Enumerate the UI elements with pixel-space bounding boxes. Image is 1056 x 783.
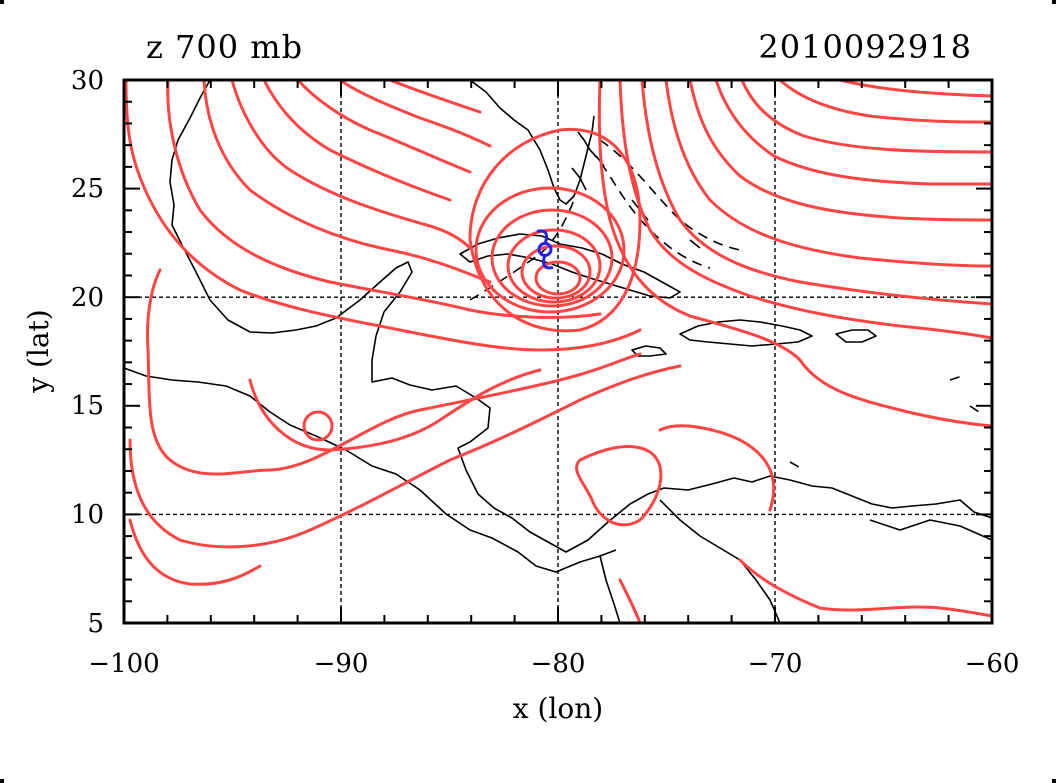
y-tick-labels: 5 10 15 20 25 30 <box>71 66 104 639</box>
storm-ring-3 <box>506 228 602 304</box>
x-axis-label: x (lon) <box>513 692 603 725</box>
plot-frame <box>122 78 994 625</box>
contour-sw1 <box>146 268 642 476</box>
contour-e6 <box>714 80 992 186</box>
dashed-contour-2 <box>599 139 741 251</box>
contour-s4 <box>618 578 642 623</box>
grid-lines <box>124 80 992 623</box>
contour-w8 <box>388 80 482 114</box>
coast-puerto-rico <box>835 329 877 343</box>
y-tick-label: 25 <box>71 174 104 204</box>
contour-e1 <box>597 80 992 428</box>
contour-e7 <box>740 80 992 154</box>
y-tick-label: 30 <box>71 66 104 96</box>
contour-e8 <box>778 80 992 124</box>
dashed-contours <box>469 139 983 471</box>
contour-w7 <box>338 80 492 148</box>
contour-sw3 <box>128 518 262 586</box>
contour-e4 <box>664 80 992 268</box>
contour-e5 <box>688 80 992 222</box>
storm-symbol <box>536 229 554 270</box>
y-tick-label: 10 <box>71 500 104 530</box>
coast-florida <box>469 80 595 205</box>
corner-mark-tr <box>1052 0 1056 4</box>
y-axis-label: y (lat) <box>22 309 55 393</box>
coast-caribbean-central-america <box>457 447 992 553</box>
x-tick-label: −100 <box>88 649 159 679</box>
contour-w5 <box>262 80 452 202</box>
contour-gulf-loop <box>248 368 542 452</box>
dashed-contour-3 <box>469 199 575 301</box>
storm-arm-icon <box>536 229 554 270</box>
coastlines <box>124 80 992 623</box>
dashed-contour-1 <box>589 149 711 269</box>
plot-area <box>124 80 992 623</box>
contour-s3 <box>738 558 992 618</box>
storm-contour-6 <box>468 127 642 333</box>
x-tick-label: −70 <box>748 649 803 679</box>
contour-e2 <box>618 80 992 340</box>
storm-ring-5 <box>474 186 626 314</box>
corner-mark-tl <box>0 0 4 4</box>
contour-e3 <box>640 80 992 306</box>
coast-pacific-central-america <box>124 367 617 573</box>
x-tick-label: −60 <box>965 649 1020 679</box>
tick-marks <box>123 79 993 624</box>
storm-ring-1 <box>534 260 582 296</box>
corner-mark-br <box>1052 779 1056 783</box>
title-datetime: 2010092918 <box>758 28 972 66</box>
contour-w1 <box>124 80 642 352</box>
y-tick-label: 5 <box>87 609 104 639</box>
coast-hispaniola <box>679 319 813 347</box>
storm-ring-4 <box>490 208 614 308</box>
contour-s1 <box>575 445 663 527</box>
contour-e9 <box>838 80 992 98</box>
contour-sw2 <box>128 364 682 549</box>
contour-w4 <box>230 80 472 250</box>
height-contours <box>124 80 992 623</box>
contour-w3 <box>202 80 492 284</box>
contour-s2 <box>658 424 776 512</box>
y-tick-label: 20 <box>71 283 104 313</box>
title-variable: z 700 mb <box>146 28 303 66</box>
x-tick-label: −90 <box>314 649 369 679</box>
storm-ring-2 <box>520 244 592 300</box>
contour-w2 <box>166 80 602 319</box>
low-ring-guatemala-outer <box>302 410 334 442</box>
dashed-contour-4 <box>789 375 983 471</box>
x-tick-labels: −100 −90 −80 −70 −60 <box>88 649 1019 679</box>
y-tick-label: 15 <box>71 391 104 421</box>
contour-w6 <box>296 80 472 174</box>
corner-mark-bl <box>0 779 4 783</box>
x-tick-label: −80 <box>531 649 586 679</box>
coast-south-america <box>599 499 992 623</box>
